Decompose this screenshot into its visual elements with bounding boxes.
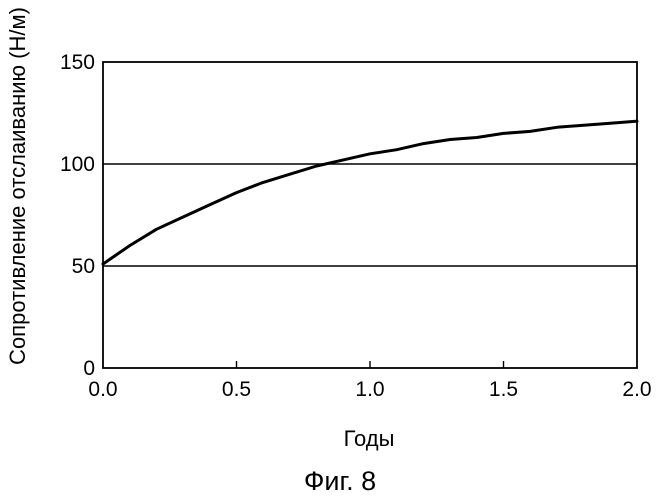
series-line	[103, 121, 637, 264]
x-tick-label: 0.5	[222, 378, 251, 401]
x-tick-label: 0.0	[88, 378, 117, 401]
y-tick-label: 100	[60, 153, 95, 176]
series-layer	[103, 121, 637, 264]
y-tick-label: 0	[83, 357, 95, 380]
y-tick-label: 50	[72, 255, 95, 278]
plot-frame	[103, 62, 637, 368]
tick-layer: 0 50 100 150 0.0 0.5 1.0 1.5 2.0	[60, 51, 652, 401]
x-tick-label: 2.0	[622, 378, 651, 401]
grid-layer	[103, 164, 637, 266]
x-tick-label: 1.5	[489, 378, 518, 401]
x-axis-label: Годы	[344, 426, 395, 451]
y-axis-label: Сопротивление отслаиванию (Н/м)	[5, 7, 30, 365]
y-tick-label: 150	[60, 51, 95, 74]
x-tick-label: 1.0	[355, 378, 384, 401]
figure-caption: Фиг. 8	[304, 466, 376, 496]
